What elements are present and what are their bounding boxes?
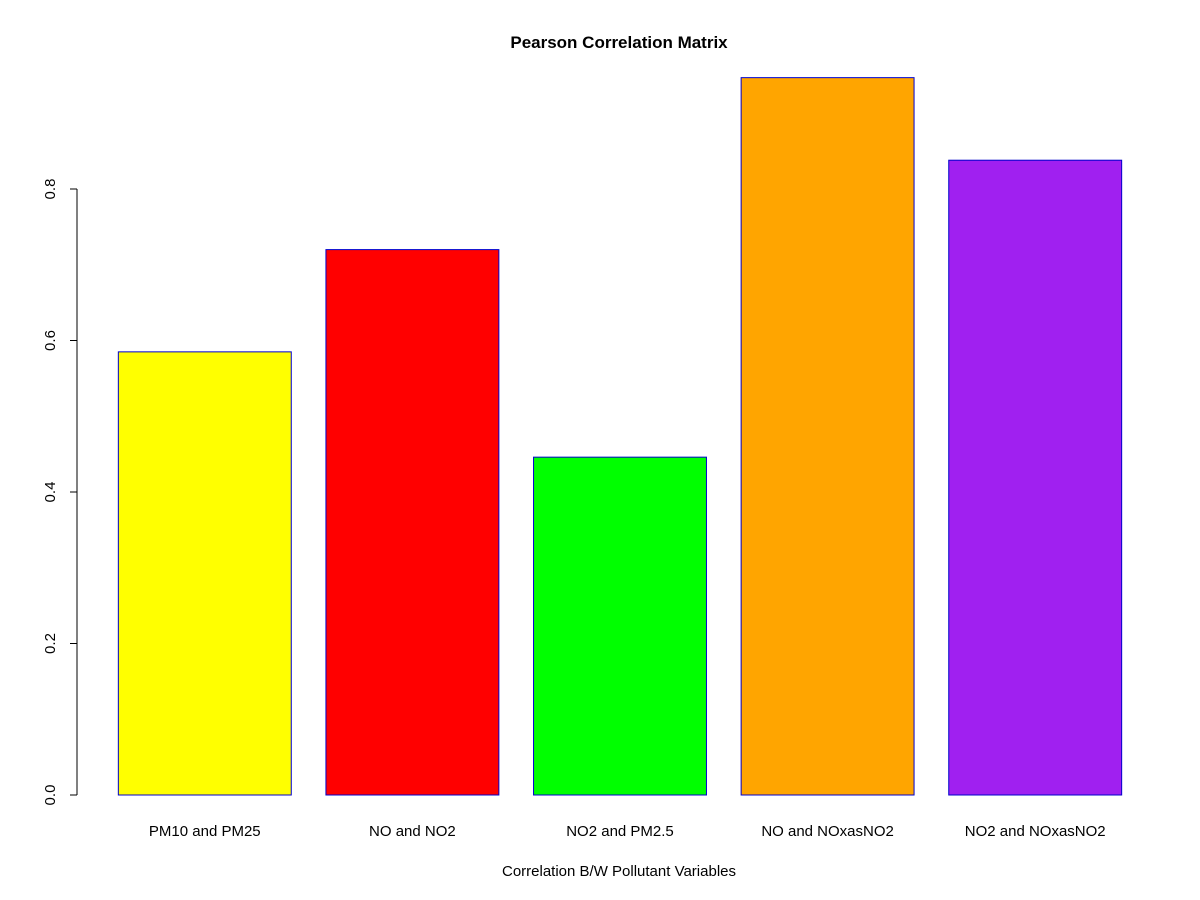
x-axis-label: Correlation B/W Pollutant Variables bbox=[502, 863, 736, 880]
x-tick-label: PM10 and PM25 bbox=[149, 823, 261, 840]
bar bbox=[117, 351, 292, 796]
x-tick-label: NO and NOxasNO2 bbox=[761, 823, 894, 840]
y-tick-label: 0.4 bbox=[42, 482, 59, 503]
bar bbox=[740, 77, 915, 796]
x-tick-label: NO and NO2 bbox=[369, 823, 456, 840]
x-tick-labels: PM10 and PM25 NO and NO2 NO2 and PM2.5 NO a… bbox=[149, 823, 1106, 840]
y-tick-label: 0.8 bbox=[42, 179, 59, 200]
chart-title: Pearson Correlation Matrix bbox=[510, 33, 728, 52]
bar bbox=[533, 456, 707, 796]
y-tick-label: 0.6 bbox=[42, 330, 59, 351]
y-tick-label: 0.2 bbox=[42, 633, 59, 654]
bar bbox=[325, 249, 500, 796]
x-tick-label: NO2 and NOxasNO2 bbox=[965, 823, 1106, 840]
x-tick-label: NO2 and PM2.5 bbox=[566, 823, 674, 840]
y-axis: 0.0 0.2 0.4 0.6 0.8 bbox=[42, 179, 78, 806]
bars-group bbox=[117, 77, 1123, 796]
bar bbox=[948, 159, 1123, 796]
y-tick-label: 0.0 bbox=[42, 785, 59, 806]
